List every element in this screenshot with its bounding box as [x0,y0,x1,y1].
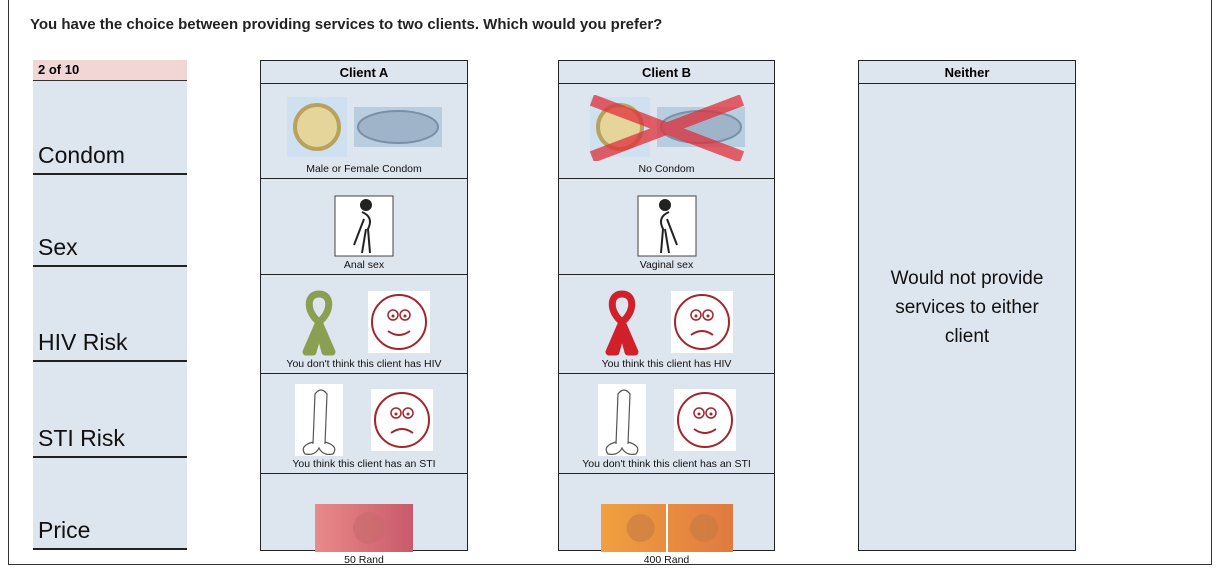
option-column: No Condom Vaginal sex You think this clien… [558,84,775,566]
option-caption: You don't think this client has HIV [286,358,442,370]
attribute-text: Price [38,517,91,543]
banknote-icon [315,504,413,552]
condom-icon [287,97,442,157]
sex-icon [334,195,394,257]
face-icon [673,389,736,451]
attribute-label: Condom [33,81,187,175]
cell-icons [315,504,413,552]
option-cell: No Condom [559,84,774,179]
banknote-icon [600,504,733,552]
ribbon-icon [605,290,638,356]
ribbon-icon [302,290,336,356]
option-caption: You think this client has HIV [601,358,732,370]
option-cell: You think this client has an STI [261,374,467,474]
attribute-text: Condom [38,142,125,168]
face-icon [670,291,733,353]
attribute-text: Sex [38,234,78,260]
attribute-label: STI Risk [33,362,187,458]
cell-icons [600,504,733,552]
option-caption: No Condom [638,163,695,175]
option-header: Client B [558,60,775,85]
question-title: You have the choice between providing se… [30,16,663,33]
option-caption: Anal sex [343,259,385,271]
option-column: Male or Female Condom Anal sex You don't t… [260,84,468,566]
frame [8,0,1212,565]
cell-icons [334,195,394,257]
face-icon [371,389,433,451]
option-cell: You think this client has HIV [559,275,774,374]
option-cell: 50 Rand [261,474,467,569]
sex-icon [637,195,696,257]
cell-icons [295,384,433,456]
attribute-label: Price [33,458,187,550]
neither-text: Would not provide services to either cli… [890,267,1044,347]
condom-icon [589,95,745,161]
option-caption: 50 Rand [344,554,384,566]
neither-column: Would not provide services to either cli… [858,84,1076,551]
neither-header: Neither [858,60,1076,85]
option-caption: You don't think this client has an STI [582,458,751,470]
option-caption: Vaginal sex [639,259,694,271]
attribute-label: Sex [33,175,187,267]
option-caption: Male or Female Condom [306,163,422,175]
option-cell: You don't think this client has an STI [559,374,774,474]
face-icon [368,291,430,353]
counter: 2 of 10 [33,60,187,81]
attribute-text: HIV Risk [38,329,128,355]
option-cell: Male or Female Condom [261,84,467,179]
option-caption: You think this client has an STI [292,458,436,470]
option-cell: You don't think this client has HIV [261,275,467,374]
option-cell: Anal sex [261,179,467,275]
option-caption: 400 Rand [643,554,690,566]
attribute-text: STI Risk [38,425,125,451]
cell-icons [587,95,747,161]
option-cell: 400 Rand [559,474,774,569]
sti-icon [295,384,343,456]
cell-icons [284,95,444,161]
attribute-label: HIV Risk [33,267,187,362]
sti-icon [597,384,646,456]
cell-icons [601,288,733,356]
cell-icons [637,195,697,257]
option-header: Client A [260,60,468,85]
option-cell: Vaginal sex [559,179,774,275]
cell-icons [597,384,736,456]
cell-icons [298,288,430,356]
